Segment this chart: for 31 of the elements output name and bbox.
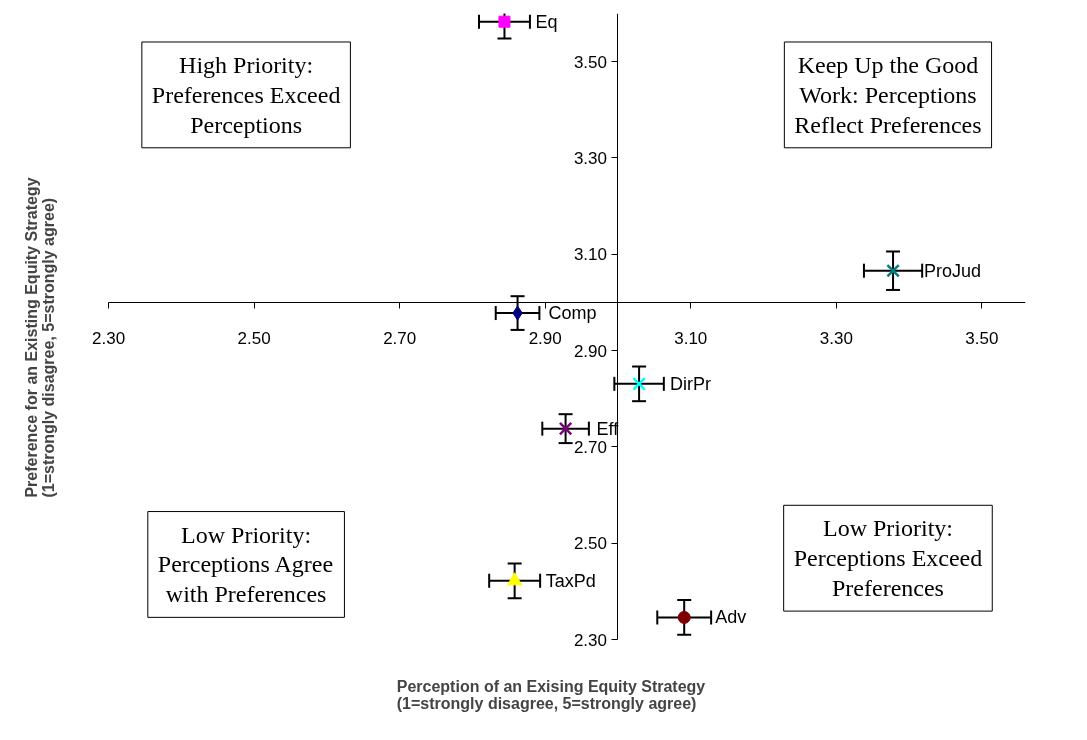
x-tick-label: 2.30 (92, 329, 126, 349)
x-tick-label: 2.50 (237, 329, 271, 349)
y-tick-label: 3.10 (573, 245, 607, 265)
x-tick-label: 3.50 (965, 329, 999, 349)
x-tick-label: 2.90 (528, 329, 562, 349)
x-tick-label: 3.10 (674, 329, 708, 349)
annotation: Low Priority: Perceptions Exceed Preferences (793, 515, 983, 602)
point (498, 15, 511, 28)
x-tick-label: 3.30 (819, 329, 853, 349)
y-tick-label: 3.50 (573, 52, 607, 72)
y-tick-label: 2.30 (573, 630, 607, 650)
series-label: Eq (535, 11, 558, 32)
annotation: High Priority: Preferences Exceed Perceptions (151, 51, 341, 138)
series-label: TaxPd (545, 570, 596, 591)
y-tick-label: 2.50 (573, 534, 607, 554)
series-label: Comp (548, 303, 597, 324)
series-label: ProJud (924, 260, 982, 281)
y-tick-label: 2.70 (573, 437, 607, 457)
series-label: Adv (715, 607, 747, 628)
point (558, 421, 573, 436)
series-label: DirPr (670, 373, 712, 394)
annotation: Low Priority: Perceptions Agree with Preferences (157, 521, 334, 608)
x-tick-label: 2.70 (383, 329, 417, 349)
point (886, 263, 900, 278)
y-tick-label: 3.30 (573, 148, 607, 168)
point (677, 610, 691, 624)
y-axis-title: Preference for an Existing Equity Strategy (1=strongly disagree, 5=strongly agree) (22, 177, 57, 498)
annotation: Keep Up the Good Work: Perceptions Reflect Preferences (794, 51, 982, 138)
x-axis-title: Perception of an Exising Equity Strategy (1=strongly disagree, 5=strongly agree) (396, 677, 706, 712)
point (507, 572, 523, 586)
point (632, 376, 646, 391)
